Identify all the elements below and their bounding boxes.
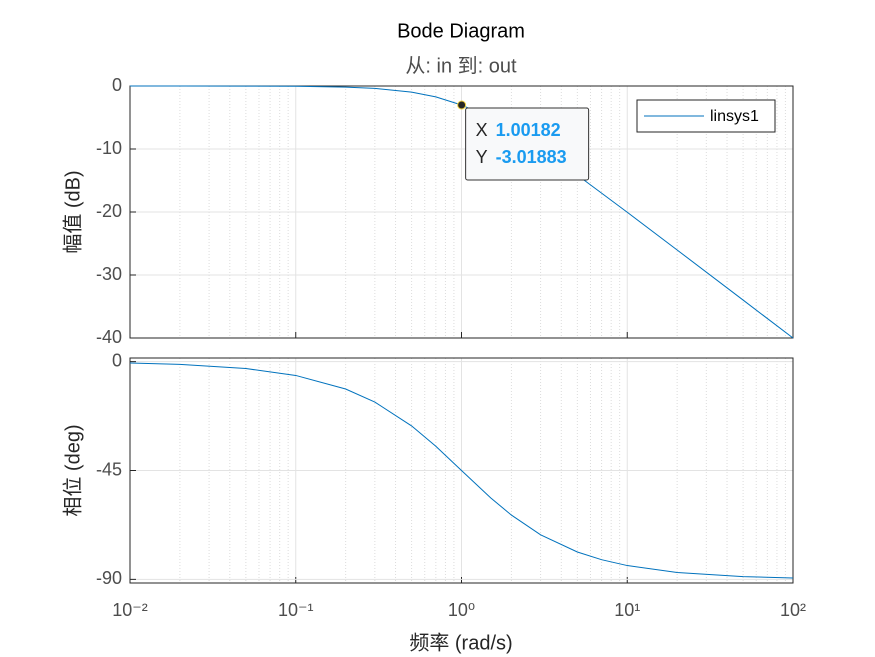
datatip-x-value: 1.00182 xyxy=(496,120,561,140)
datatip-marker xyxy=(457,100,467,110)
line-series xyxy=(129,362,794,579)
y-tick-label: -30 xyxy=(96,264,122,284)
x-tick-label: 10² xyxy=(780,600,806,620)
datatip-x-label: X xyxy=(476,120,488,140)
y-tick-label: -45 xyxy=(96,459,122,479)
x-tick-label: 10⁻² xyxy=(112,600,148,620)
x-tick-label: 10⁻¹ xyxy=(278,600,314,620)
x-tick-label: 10⁰ xyxy=(448,600,475,620)
datatip-box xyxy=(465,107,590,181)
y-axis-label: 相位 (deg) xyxy=(61,424,84,516)
chart-subtitle: 从: in 到: out xyxy=(405,54,517,77)
y-tick-label: -90 xyxy=(96,568,122,588)
x-axis-label: 频率 (rad/s) xyxy=(409,631,512,654)
chart-title: Bode Diagram xyxy=(397,20,525,42)
y-tick-label: 0 xyxy=(112,75,122,95)
y-tick-label: -10 xyxy=(96,138,122,158)
y-tick-label: 0 xyxy=(112,350,122,370)
axes-box xyxy=(129,85,794,339)
axes-box xyxy=(129,357,794,584)
datatip-y-value: -3.01883 xyxy=(496,147,567,167)
y-tick-label: -40 xyxy=(96,327,122,347)
datatip-y-label: Y xyxy=(476,147,488,167)
y-axis-label: 幅值 (dB) xyxy=(61,170,84,253)
legend-label: linsys1 xyxy=(710,108,759,125)
y-tick-label: -20 xyxy=(96,201,122,221)
x-tick-label: 10¹ xyxy=(614,600,640,620)
